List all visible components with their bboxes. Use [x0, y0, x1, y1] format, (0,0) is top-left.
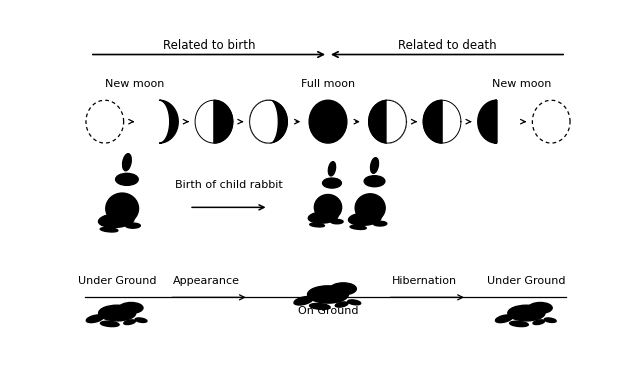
- Text: New moon: New moon: [492, 79, 551, 89]
- Polygon shape: [478, 100, 497, 143]
- Ellipse shape: [124, 320, 136, 325]
- Ellipse shape: [309, 100, 347, 143]
- Ellipse shape: [100, 227, 118, 232]
- Text: Under Ground: Under Ground: [78, 276, 156, 286]
- Ellipse shape: [310, 303, 330, 309]
- Ellipse shape: [106, 193, 138, 224]
- Ellipse shape: [100, 321, 119, 326]
- Ellipse shape: [250, 100, 287, 143]
- Text: Hibernation: Hibernation: [392, 276, 458, 286]
- Ellipse shape: [364, 176, 385, 187]
- Ellipse shape: [355, 194, 385, 222]
- Ellipse shape: [308, 211, 338, 223]
- Polygon shape: [214, 100, 233, 143]
- Ellipse shape: [529, 302, 552, 313]
- Ellipse shape: [350, 225, 366, 229]
- Polygon shape: [388, 100, 406, 143]
- Ellipse shape: [348, 300, 361, 305]
- Text: Birth of child rabbit: Birth of child rabbit: [175, 180, 283, 190]
- Ellipse shape: [323, 178, 341, 188]
- Ellipse shape: [331, 220, 343, 224]
- Ellipse shape: [294, 296, 313, 305]
- Ellipse shape: [544, 318, 556, 322]
- Polygon shape: [423, 100, 442, 143]
- Ellipse shape: [328, 162, 335, 176]
- Text: New moon: New moon: [105, 79, 164, 89]
- Ellipse shape: [495, 315, 513, 323]
- Ellipse shape: [86, 315, 104, 323]
- Ellipse shape: [533, 320, 545, 325]
- Ellipse shape: [314, 194, 342, 220]
- Ellipse shape: [116, 173, 138, 186]
- Polygon shape: [250, 100, 277, 143]
- Ellipse shape: [373, 221, 387, 226]
- Ellipse shape: [330, 283, 356, 295]
- Ellipse shape: [99, 213, 134, 227]
- Ellipse shape: [125, 223, 140, 228]
- Ellipse shape: [335, 302, 348, 307]
- Ellipse shape: [308, 286, 348, 303]
- Text: Related to death: Related to death: [397, 39, 497, 52]
- Text: On Ground: On Ground: [298, 306, 358, 316]
- Ellipse shape: [135, 318, 147, 322]
- Text: Appearance: Appearance: [173, 276, 240, 286]
- Ellipse shape: [348, 213, 381, 225]
- Ellipse shape: [119, 302, 143, 313]
- Ellipse shape: [371, 158, 378, 173]
- Ellipse shape: [310, 223, 324, 227]
- Ellipse shape: [123, 154, 131, 171]
- Ellipse shape: [369, 100, 406, 143]
- Ellipse shape: [99, 305, 136, 321]
- Text: Full moon: Full moon: [301, 79, 355, 89]
- Ellipse shape: [509, 321, 528, 326]
- Polygon shape: [159, 100, 178, 143]
- Ellipse shape: [508, 305, 545, 321]
- Text: Under Ground: Under Ground: [487, 276, 566, 286]
- Text: Related to birth: Related to birth: [163, 39, 255, 52]
